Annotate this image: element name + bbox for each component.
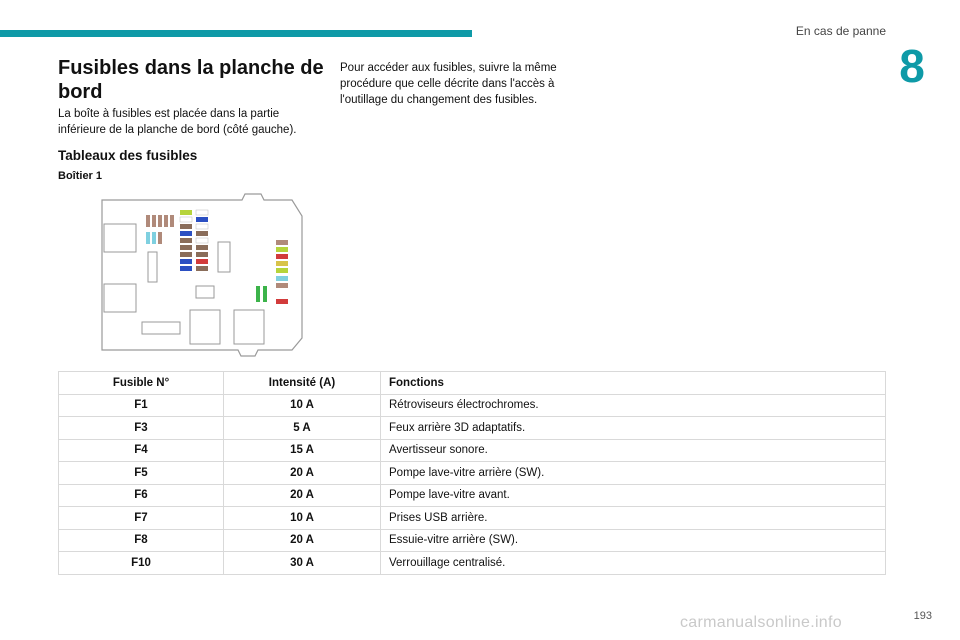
watermark: carmanualsonline.info [680, 614, 842, 631]
table-row: F5 20 A Pompe lave-vitre arrière (SW). [58, 461, 886, 485]
fuse-box-diagram [101, 193, 303, 357]
table-row: F10 30 A Verrouillage centralisé. [58, 551, 886, 575]
table-row: F8 20 A Essuie-vitre arrière (SW). [58, 528, 886, 552]
amps-cell: 10 A [223, 506, 381, 530]
fuse-cell: F5 [58, 461, 224, 485]
function-cell: Pompe lave-vitre arrière (SW). [380, 461, 886, 485]
intro-paragraph: La boîte à fusibles est placée dans la p… [58, 108, 297, 136]
section-title: En cas de panne [795, 24, 886, 38]
page-heading: Fusibles dans la planche de bord [58, 57, 324, 103]
fuse-cell: F1 [58, 393, 224, 417]
table-header-row: Fusible N° Intensité (A) Fonctions [58, 371, 886, 395]
table-row: F1 10 A Rétroviseurs électrochromes. [58, 393, 886, 417]
column-header-amps: Intensité (A) [223, 371, 381, 395]
amps-cell: 20 A [223, 483, 381, 507]
box-label: Boîtier 1 [58, 170, 103, 182]
fuse-cell: F3 [58, 416, 224, 440]
amps-cell: 15 A [223, 438, 381, 462]
table-row: F7 10 A Prises USB arrière. [58, 506, 886, 530]
access-paragraph: Pour accéder aux fusibles, suivre la mêm… [340, 62, 557, 106]
function-cell: Feux arrière 3D adaptatifs. [380, 416, 886, 440]
fuse-cell: F6 [58, 483, 224, 507]
table-row: F3 5 A Feux arrière 3D adaptatifs. [58, 416, 886, 440]
amps-cell: 5 A [223, 416, 381, 440]
amps-cell: 30 A [223, 551, 381, 575]
table-row: F4 15 A Avertisseur sonore. [58, 438, 886, 462]
function-cell: Rétroviseurs électrochromes. [380, 393, 886, 417]
column-header-fuse: Fusible N° [58, 371, 224, 395]
chapter-number: 8 [884, 38, 940, 94]
fuse-cell: F7 [58, 506, 224, 530]
fuse-tables-heading: Tableaux des fusibles [58, 148, 198, 163]
amps-cell: 10 A [223, 393, 381, 417]
function-cell: Verrouillage centralisé. [380, 551, 886, 575]
fuse-cell: F4 [58, 438, 224, 462]
function-cell: Avertisseur sonore. [380, 438, 886, 462]
function-cell: Pompe lave-vitre avant. [380, 483, 886, 507]
table-row: F6 20 A Pompe lave-vitre avant. [58, 483, 886, 507]
amps-cell: 20 A [223, 528, 381, 552]
column-header-functions: Fonctions [380, 371, 886, 395]
header-accent-bar [0, 30, 472, 37]
fuse-cell: F10 [58, 551, 224, 575]
function-cell: Essuie-vitre arrière (SW). [380, 528, 886, 552]
function-cell: Prises USB arrière. [380, 506, 886, 530]
amps-cell: 20 A [223, 461, 381, 485]
fuse-cell: F8 [58, 528, 224, 552]
page-number: 193 [913, 610, 932, 622]
fuse-table: Fusible N° Intensité (A) Fonctions F1 10… [58, 371, 886, 575]
